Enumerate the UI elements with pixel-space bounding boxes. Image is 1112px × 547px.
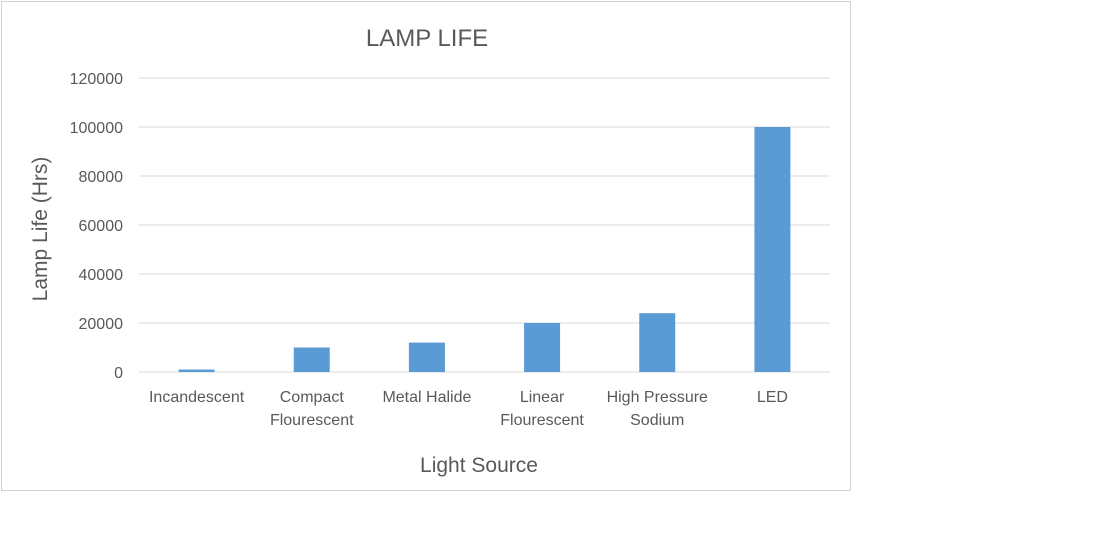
x-category-label-line: Sodium: [630, 412, 684, 429]
bars: [178, 127, 791, 372]
chart-title: LAMP LIFE: [366, 25, 488, 52]
y-axis-ticks: 0 20000 40000 60000 80000 100000 120000: [70, 71, 123, 382]
y-tick-label: 0: [114, 365, 123, 382]
bar: [754, 127, 791, 372]
x-category-label-line: Flourescent: [270, 412, 354, 429]
bar: [178, 369, 215, 372]
gridlines: [139, 77, 830, 373]
x-category-label-line: Compact: [280, 389, 345, 406]
x-axis-title: Light Source: [420, 454, 538, 477]
x-category-label-line: Flourescent: [500, 412, 584, 429]
chart-area: LAMP LIFE 0 20000 40000 60000 80000 100000 120…: [1, 1, 851, 491]
x-category-label: Compact Flourescent: [270, 389, 354, 429]
y-tick-label: 20000: [79, 316, 124, 333]
y-tick-label: 120000: [70, 71, 123, 88]
bar: [293, 347, 330, 372]
x-category-label-line: Incandescent: [149, 389, 245, 406]
x-axis-categories: Incandescent Compact Flourescent Metal Hali…: [149, 389, 788, 429]
bar: [408, 342, 445, 372]
bar: [639, 313, 676, 372]
x-category-label: Linear Flourescent: [500, 389, 584, 429]
x-category-label: Metal Halide: [382, 389, 471, 406]
y-tick-label: 60000: [79, 218, 124, 235]
x-category-label: High Pressure Sodium: [607, 389, 708, 429]
x-category-label-line: Metal Halide: [382, 389, 471, 406]
y-tick-label: 100000: [70, 120, 123, 137]
y-axis-title: Lamp Life (Hrs): [29, 157, 52, 302]
x-category-label: Incandescent: [149, 389, 245, 406]
bar-chart: LAMP LIFE 0 20000 40000 60000 80000 100000 120…: [29, 25, 830, 477]
x-category-label: LED: [757, 389, 788, 406]
bar: [524, 323, 561, 372]
x-category-label-line: Linear: [520, 389, 565, 406]
x-category-label-line: LED: [757, 389, 788, 406]
y-tick-label: 80000: [79, 169, 124, 186]
x-category-label-line: High Pressure: [607, 389, 708, 406]
y-tick-label: 40000: [79, 267, 124, 284]
